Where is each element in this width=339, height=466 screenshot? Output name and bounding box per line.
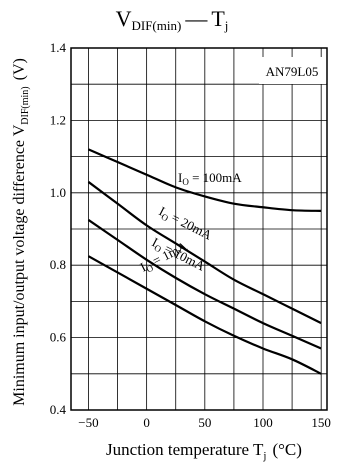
title-main: V <box>116 6 132 31</box>
x-tick-label: 100 <box>253 415 273 430</box>
xlabel-main: Junction temperature T <box>106 440 264 459</box>
x-tick-labels: −50 0 50 100 150 <box>78 415 331 430</box>
x-tick-label: 0 <box>143 415 150 430</box>
title-var: T <box>211 6 225 31</box>
part-number: AN79L05 <box>266 64 319 79</box>
y-tick-label: 0.6 <box>50 330 67 345</box>
label-100ma-rest: = 100mA <box>189 170 242 185</box>
label-10ma-main: I <box>150 234 161 249</box>
series-line-1 <box>87 181 322 325</box>
label-20ma-rest: = 20mA <box>166 208 215 243</box>
ylabel-main: Minimum input/output voltage difference … <box>11 124 28 406</box>
label-20ma-main: I <box>157 203 168 218</box>
y-tick-label: 0.8 <box>50 257 66 272</box>
y-tick-label: 1.0 <box>50 185 66 200</box>
y-axis-label: Minimum input/output voltage difference … <box>11 58 31 406</box>
chart-title: VDIF(min) — Tj <box>116 6 229 33</box>
y-tick-labels: 0.4 0.6 0.8 1.0 1.2 1.4 <box>50 40 67 417</box>
xlabel-unit: (°C) <box>272 440 301 459</box>
x-tick-label: 50 <box>198 415 211 430</box>
title-dash: — <box>184 6 208 31</box>
series-lines <box>87 148 322 375</box>
label-1ma-main: I <box>138 259 149 274</box>
x-axis-label: Junction temperature Tj (°C) <box>106 440 302 462</box>
label-100ma-main: I <box>178 170 182 185</box>
label-100ma-sub: O <box>182 177 189 187</box>
series-line-3 <box>87 255 322 375</box>
plot-frame <box>70 47 328 411</box>
ylabel-unit: (V) <box>11 58 28 80</box>
label-20ma: IO = 20mA <box>156 203 215 244</box>
label-1ma-sub: O <box>145 262 156 274</box>
x-tick-label: 150 <box>311 415 331 430</box>
grid <box>71 48 327 410</box>
y-tick-label: 1.2 <box>50 112 66 127</box>
series-line-0 <box>88 148 322 212</box>
series-line-2 <box>87 219 322 350</box>
label-100ma: IO = 100mA <box>178 170 242 187</box>
xlabel-sub: j <box>262 450 266 462</box>
label-10ma-sub: O <box>153 243 164 255</box>
y-tick-label: 0.4 <box>50 402 67 417</box>
label-20ma-sub: O <box>160 212 171 224</box>
ylabel-sub: DIF(min) <box>20 86 31 124</box>
y-tick-label: 1.4 <box>50 40 67 55</box>
title-sub: DIF(min) <box>131 18 181 33</box>
x-tick-label: −50 <box>78 415 98 430</box>
title-var-sub: j <box>224 18 229 33</box>
part-number-box <box>259 57 326 84</box>
